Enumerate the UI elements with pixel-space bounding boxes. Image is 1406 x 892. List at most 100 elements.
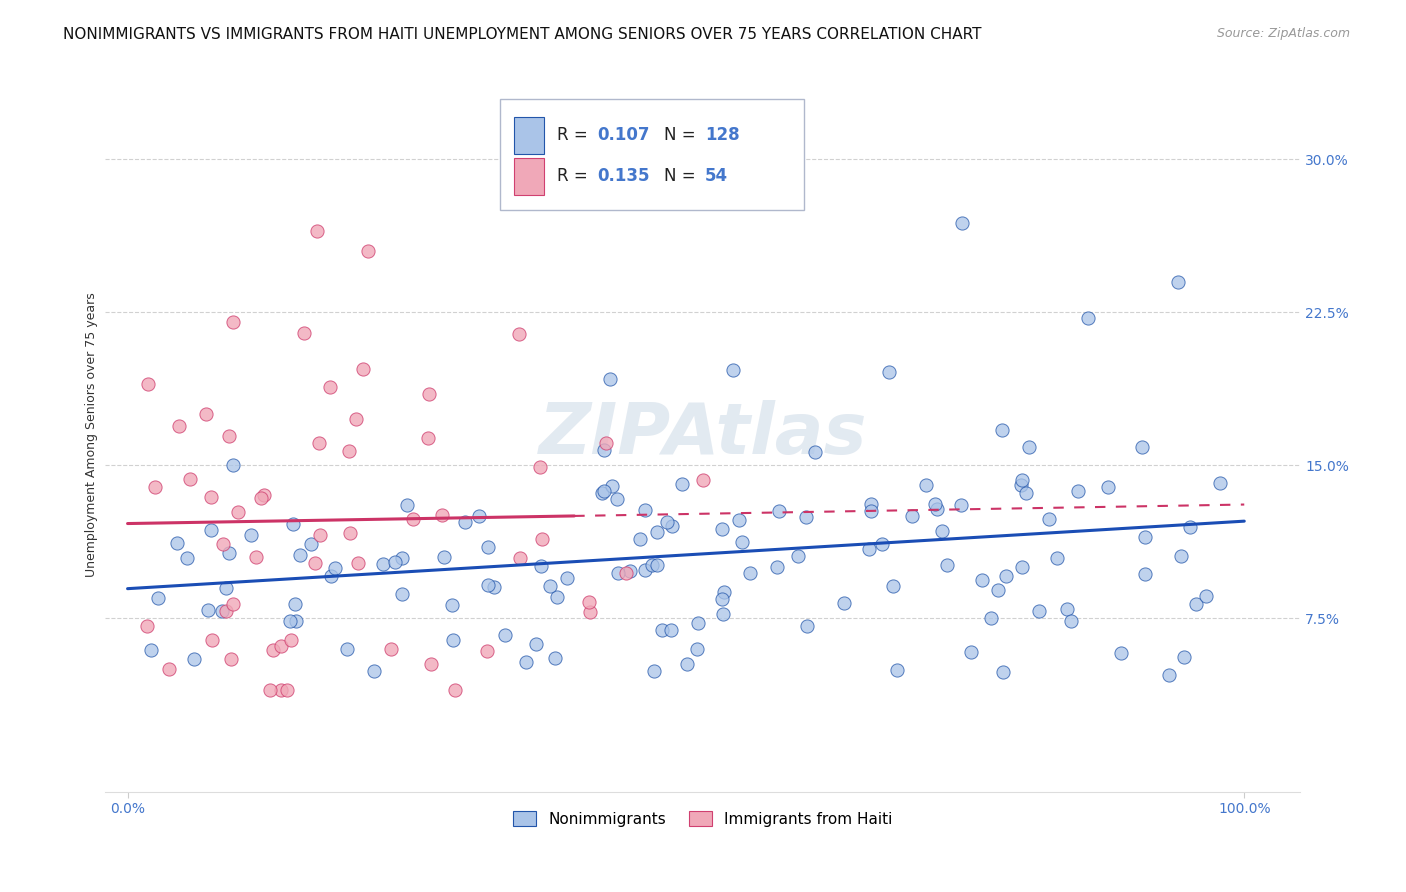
Point: [418, 387, 440, 401]
Point: [270, 682, 292, 697]
Point: [634, 503, 657, 517]
Point: [494, 628, 516, 642]
Point: [731, 535, 754, 549]
Point: [200, 523, 222, 537]
Point: [270, 639, 292, 653]
Point: [222, 597, 245, 611]
Point: [1056, 602, 1078, 616]
Point: [530, 532, 553, 546]
Point: [935, 558, 957, 573]
Point: [176, 551, 198, 566]
Point: [538, 580, 561, 594]
Point: [529, 460, 551, 475]
Point: [661, 518, 683, 533]
Point: [671, 477, 693, 491]
Point: [686, 642, 709, 657]
Point: [146, 591, 169, 605]
Point: [226, 505, 249, 519]
Point: [319, 379, 342, 393]
Point: [284, 614, 307, 628]
Point: [1011, 473, 1033, 487]
Point: [396, 498, 419, 512]
Point: [524, 637, 547, 651]
Point: [614, 566, 637, 581]
Point: [768, 504, 790, 518]
Point: [200, 491, 222, 505]
Point: [211, 604, 233, 618]
Point: [141, 642, 163, 657]
Point: [430, 508, 453, 523]
Point: [363, 664, 385, 678]
Point: [578, 595, 600, 609]
Point: [643, 664, 665, 678]
Point: [711, 522, 734, 536]
Point: [960, 645, 983, 659]
Point: [711, 607, 734, 621]
Point: [380, 642, 402, 657]
Point: [713, 585, 735, 599]
Y-axis label: Unemployment Among Seniors over 75 years: Unemployment Among Seniors over 75 years: [86, 293, 98, 577]
Text: Source: ZipAtlas.com: Source: ZipAtlas.com: [1216, 27, 1350, 40]
Point: [325, 561, 347, 575]
Point: [222, 315, 245, 329]
Point: [1067, 483, 1090, 498]
Point: [278, 614, 301, 628]
Point: [515, 655, 537, 669]
Point: [276, 682, 298, 697]
Point: [1015, 486, 1038, 500]
Point: [166, 536, 188, 550]
Point: [1045, 551, 1067, 566]
Point: [215, 581, 238, 595]
Text: N =: N =: [665, 127, 702, 145]
Point: [336, 642, 359, 657]
Point: [688, 616, 710, 631]
Point: [1178, 520, 1201, 534]
Point: [544, 651, 567, 665]
Point: [579, 605, 602, 619]
Point: [288, 548, 311, 562]
Point: [593, 442, 616, 457]
Point: [796, 619, 818, 633]
Point: [307, 223, 329, 237]
Point: [135, 619, 157, 633]
Point: [262, 643, 284, 657]
Point: [183, 652, 205, 666]
Point: [659, 624, 682, 638]
FancyBboxPatch shape: [513, 158, 544, 195]
Point: [900, 508, 922, 523]
Point: [1109, 646, 1132, 660]
Point: [509, 551, 531, 566]
Point: [259, 682, 281, 697]
Point: [253, 488, 276, 502]
Text: NONIMMIGRANTS VS IMMIGRANTS FROM HAITI UNEMPLOYMENT AMONG SENIORS OVER 75 YEARS : NONIMMIGRANTS VS IMMIGRANTS FROM HAITI U…: [63, 27, 981, 42]
Point: [987, 582, 1010, 597]
Point: [1097, 480, 1119, 494]
Text: 128: 128: [704, 127, 740, 145]
Point: [555, 571, 578, 585]
Point: [628, 532, 651, 546]
Point: [145, 480, 167, 494]
Point: [832, 596, 855, 610]
Point: [138, 376, 160, 391]
Point: [619, 564, 641, 578]
FancyBboxPatch shape: [499, 99, 804, 210]
Point: [641, 558, 664, 573]
Point: [595, 436, 617, 450]
Point: [477, 578, 499, 592]
Point: [1173, 649, 1195, 664]
Point: [1157, 668, 1180, 682]
Point: [346, 412, 368, 426]
Point: [215, 604, 238, 618]
Point: [250, 491, 273, 506]
Point: [993, 665, 1015, 679]
Point: [1167, 275, 1189, 289]
Point: [292, 326, 315, 340]
Point: [546, 590, 568, 604]
Text: R =: R =: [557, 168, 593, 186]
Point: [600, 479, 623, 493]
Point: [304, 557, 326, 571]
Point: [1010, 478, 1032, 492]
Point: [591, 486, 613, 500]
Point: [169, 419, 191, 434]
Point: [391, 551, 413, 566]
